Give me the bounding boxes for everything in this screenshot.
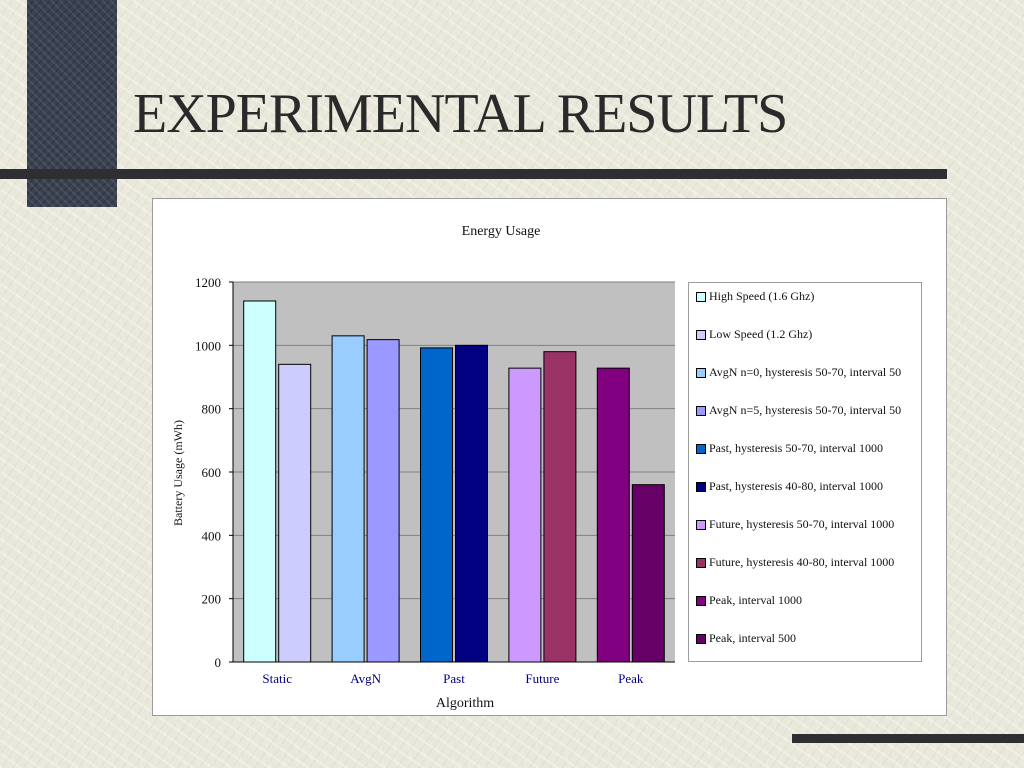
- legend-label: Past, hysteresis 40-80, interval 1000: [709, 479, 883, 493]
- bar-avgn-1: [331, 335, 365, 663]
- bar-future-2: [543, 351, 577, 663]
- legend-label: Low Speed (1.2 Ghz): [709, 327, 813, 341]
- legend-label: Future, hysteresis 50-70, interval 1000: [709, 517, 895, 531]
- legend-item: Future, hysteresis 50-70, interval 1000: [696, 516, 916, 552]
- y-tick-label: 200: [202, 592, 222, 607]
- x-tick-label: Past: [443, 671, 465, 686]
- legend-item: Peak, interval 500: [696, 630, 916, 666]
- legend-swatch: [696, 368, 706, 378]
- bar-peak-1: [596, 367, 630, 663]
- legend-swatch: [696, 520, 706, 530]
- legend-swatch: [696, 482, 706, 492]
- bar-avgn-2: [366, 339, 400, 663]
- title-divider-rule: [0, 169, 947, 179]
- legend-label: Future, hysteresis 40-80, interval 1000: [709, 555, 895, 569]
- slide-title: EXPERIMENTAL RESULTS: [133, 83, 788, 145]
- legend-swatch: [696, 406, 706, 416]
- y-tick-label: 400: [202, 528, 222, 543]
- y-tick-label: 600: [202, 465, 222, 480]
- legend-item: Low Speed (1.2 Ghz): [696, 326, 916, 362]
- bar-static-2: [278, 363, 312, 663]
- legend-item: Peak, interval 1000: [696, 592, 916, 628]
- legend-item: Past, hysteresis 50-70, interval 1000: [696, 440, 916, 476]
- footer-accent-rule: [792, 734, 1024, 743]
- legend-item: AvgN n=5, hysteresis 50-70, interval 50: [696, 402, 916, 438]
- bar-past-1: [420, 347, 453, 663]
- y-axis-label: Battery Usage (mWh): [171, 420, 185, 526]
- legend-item: AvgN n=0, hysteresis 50-70, interval 50: [696, 364, 916, 400]
- y-tick-label: 800: [202, 402, 222, 417]
- x-tick-label: Peak: [618, 671, 644, 686]
- legend-item: Future, hysteresis 40-80, interval 1000: [696, 554, 916, 590]
- legend-label: Peak, interval 500: [709, 631, 796, 645]
- chart-title: Energy Usage: [462, 224, 541, 239]
- legend-item: High Speed (1.6 Ghz): [696, 288, 916, 324]
- chart-panel: Energy Usage 0 200 400 600 800 1000 1200 Static…: [152, 198, 947, 716]
- legend-swatch: [696, 444, 706, 454]
- bar-peak-2: [631, 484, 665, 663]
- bar-static-1: [243, 300, 277, 663]
- legend-swatch: [696, 558, 706, 568]
- legend-item: Past, hysteresis 40-80, interval 1000: [696, 478, 916, 514]
- chart-legend: High Speed (1.6 Ghz) Low Speed (1.2 Ghz) A…: [688, 282, 922, 662]
- bar-past-2: [455, 344, 488, 663]
- x-tick-label: Future: [525, 671, 559, 686]
- legend-swatch: [696, 292, 706, 302]
- y-tick-label: 1000: [195, 338, 221, 353]
- legend-label: Past, hysteresis 50-70, interval 1000: [709, 441, 883, 455]
- legend-label: AvgN n=0, hysteresis 50-70, interval 50: [709, 365, 902, 379]
- x-axis-label: Algorithm: [436, 696, 494, 711]
- legend-swatch: [696, 330, 706, 340]
- legend-swatch: [696, 634, 706, 644]
- x-tick-label: AvgN: [350, 671, 381, 686]
- legend-label: High Speed (1.6 Ghz): [709, 289, 815, 303]
- x-tick-label: Static: [262, 671, 292, 686]
- legend-label: AvgN n=5, hysteresis 50-70, interval 50: [709, 403, 902, 417]
- y-tick-label: 1200: [195, 275, 221, 290]
- legend-label: Peak, interval 1000: [709, 593, 802, 607]
- bar-future-1: [508, 367, 542, 663]
- y-tick-label: 0: [215, 655, 222, 670]
- energy-usage-chart: Energy Usage 0 200 400 600 800 1000 1200 Static…: [171, 224, 675, 711]
- legend-swatch: [696, 596, 706, 606]
